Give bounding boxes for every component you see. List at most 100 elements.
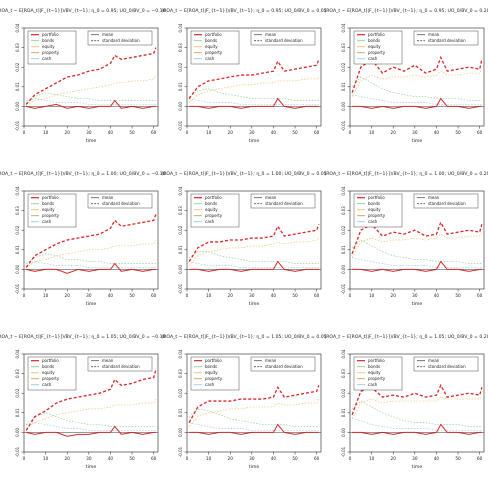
y-tick-label: 0.03 <box>178 206 183 215</box>
series-line-bonds-sd <box>188 408 319 427</box>
y-tick-label: 0.03 <box>341 43 346 52</box>
x-tick-label: 20 <box>65 456 71 461</box>
legend-box-right <box>250 30 316 46</box>
x-tick-label: 40 <box>271 130 277 135</box>
y-tick-label: 0.02 <box>341 225 346 234</box>
series-line-portfolio-mean <box>26 262 156 274</box>
x-axis-label: time <box>249 301 260 307</box>
legend-label-property: property <box>368 50 386 55</box>
legend-label-portfolio: portfolio <box>42 358 59 363</box>
series-line-portfolio-sd <box>351 220 483 254</box>
y-tick-label: 0.02 <box>341 388 346 397</box>
legend-label-mean: mean <box>265 32 277 37</box>
series-line-bonds-sd <box>188 88 319 101</box>
y-tick-label: 0.00 <box>15 264 20 273</box>
y-tick-label: 0.04 <box>178 23 183 32</box>
chart-title: (ROA_t − E[ROA_t]|F_{t−1}])/BV_{t−1}; η_… <box>161 334 326 340</box>
series-line-cash-sd <box>26 261 156 268</box>
y-tick-label: -0.01 <box>178 446 183 457</box>
x-tick-label: 30 <box>249 293 255 298</box>
x-axis-label: time <box>86 138 97 144</box>
x-tick-label: 60 <box>477 456 483 461</box>
x-axis-label: time <box>412 464 423 470</box>
x-tick-label: 40 <box>271 456 277 461</box>
x-tick-label: 0 <box>23 293 26 298</box>
y-tick-label: 0.00 <box>341 264 346 273</box>
y-tick-label: 0.00 <box>341 427 346 436</box>
series-line-equity-sd <box>26 74 157 105</box>
series-line-portfolio-sd <box>25 47 157 105</box>
plot-frame <box>186 190 322 290</box>
x-tick-label: 20 <box>228 456 234 461</box>
series-line-cash-sd <box>352 257 482 268</box>
legend-label-portfolio: portfolio <box>42 32 59 37</box>
legend-box-right <box>87 356 153 372</box>
y-tick-label: 0.01 <box>178 82 183 91</box>
series-line-bonds-sd <box>25 92 156 103</box>
series-line-cash-sd <box>189 422 319 431</box>
x-axis-label: time <box>249 464 260 470</box>
y-tick-label: 0.00 <box>178 101 183 110</box>
chart-panel-8: (ROA_t − E[ROA_t]|F_{t−1}])/BV_{t−1}; η_… <box>161 334 326 470</box>
legend-label-property: property <box>368 376 386 381</box>
series-line-equity-sd <box>188 398 320 427</box>
x-axis-label: time <box>86 464 97 470</box>
x-tick-label: 10 <box>369 456 375 461</box>
legend-label-standard-deviation: standard deviation <box>102 201 140 206</box>
chart-title: (ROA_t − E[ROA_t]|F_{t−1}])/BV_{t−1}; η_… <box>0 334 166 340</box>
legend-box-right <box>413 30 479 46</box>
y-tick-label: 0.00 <box>178 264 183 273</box>
x-tick-label: 50 <box>292 456 298 461</box>
y-tick-label: 0.03 <box>178 43 183 52</box>
legend-label-mean: mean <box>102 195 114 200</box>
y-tick-label: -0.01 <box>341 283 346 294</box>
plot-frame <box>23 353 159 453</box>
legend-label-standard-deviation: standard deviation <box>428 201 466 206</box>
x-tick-label: 40 <box>434 130 440 135</box>
legend-box-right <box>413 356 479 372</box>
legend-box-right <box>250 193 316 209</box>
x-tick-label: 10 <box>369 130 375 135</box>
x-tick-label: 50 <box>129 130 135 135</box>
legend-label-equity: equity <box>368 370 381 375</box>
series-line-portfolio-sd <box>351 383 483 415</box>
x-axis-label: time <box>412 138 423 144</box>
y-tick-label: 0.04 <box>178 186 183 195</box>
y-tick-label: 0.01 <box>15 408 20 417</box>
chart-panel-1: (ROA_t − E[ROA_t]|F_{t−1}])/BV_{t−1}; η_… <box>0 8 166 144</box>
x-tick-label: 0 <box>186 456 189 461</box>
chart-title: (ROA_t − E[ROA_t]|F_{t−1}])/BV_{t−1}; η_… <box>0 171 166 177</box>
series-line-cash-sd <box>352 94 482 105</box>
series-line-bonds-sd <box>351 400 482 427</box>
y-tick-label: 0.01 <box>15 245 20 254</box>
chart-panel-3: (ROA_t − E[ROA_t]|F_{t−1}])/BV_{t−1}; η_… <box>324 8 488 144</box>
x-tick-label: 30 <box>86 130 92 135</box>
legend-label-equity: equity <box>42 44 55 49</box>
legend-label-bonds: bonds <box>368 38 380 43</box>
series-line-bonds-sd <box>351 239 482 264</box>
series-line-cash-sd <box>26 422 156 431</box>
series-line-equity-sd <box>188 76 320 103</box>
chart-title: (ROA_t − E[ROA_t]|F_{t−1}])/BV_{t−1}; η_… <box>161 171 326 177</box>
y-tick-label: -0.01 <box>341 446 346 457</box>
x-axis-label: time <box>412 301 423 307</box>
x-tick-label: 50 <box>129 293 135 298</box>
chart-panel-5: (ROA_t − E[ROA_t]|F_{t−1}])/BV_{t−1}; η_… <box>161 171 326 307</box>
legend-label-mean: mean <box>428 32 440 37</box>
series-line-bonds-sd <box>25 253 156 264</box>
series-line-equity-sd <box>25 398 157 429</box>
x-tick-label: 20 <box>65 293 71 298</box>
series-line-equity-sd <box>351 68 483 97</box>
legend-box-right <box>87 193 153 209</box>
x-tick-label: 0 <box>186 130 189 135</box>
legend-label-equity: equity <box>205 44 218 49</box>
chart-title: (ROA_t − E[ROA_t]|F_{t−1}])/BV_{t−1}; η_… <box>0 8 166 14</box>
series-line-portfolio-mean <box>189 260 319 272</box>
legend-label-mean: mean <box>102 32 114 37</box>
chart-title: (ROA_t − E[ROA_t]|F_{t−1}])/BV_{t−1}; η_… <box>324 8 488 14</box>
